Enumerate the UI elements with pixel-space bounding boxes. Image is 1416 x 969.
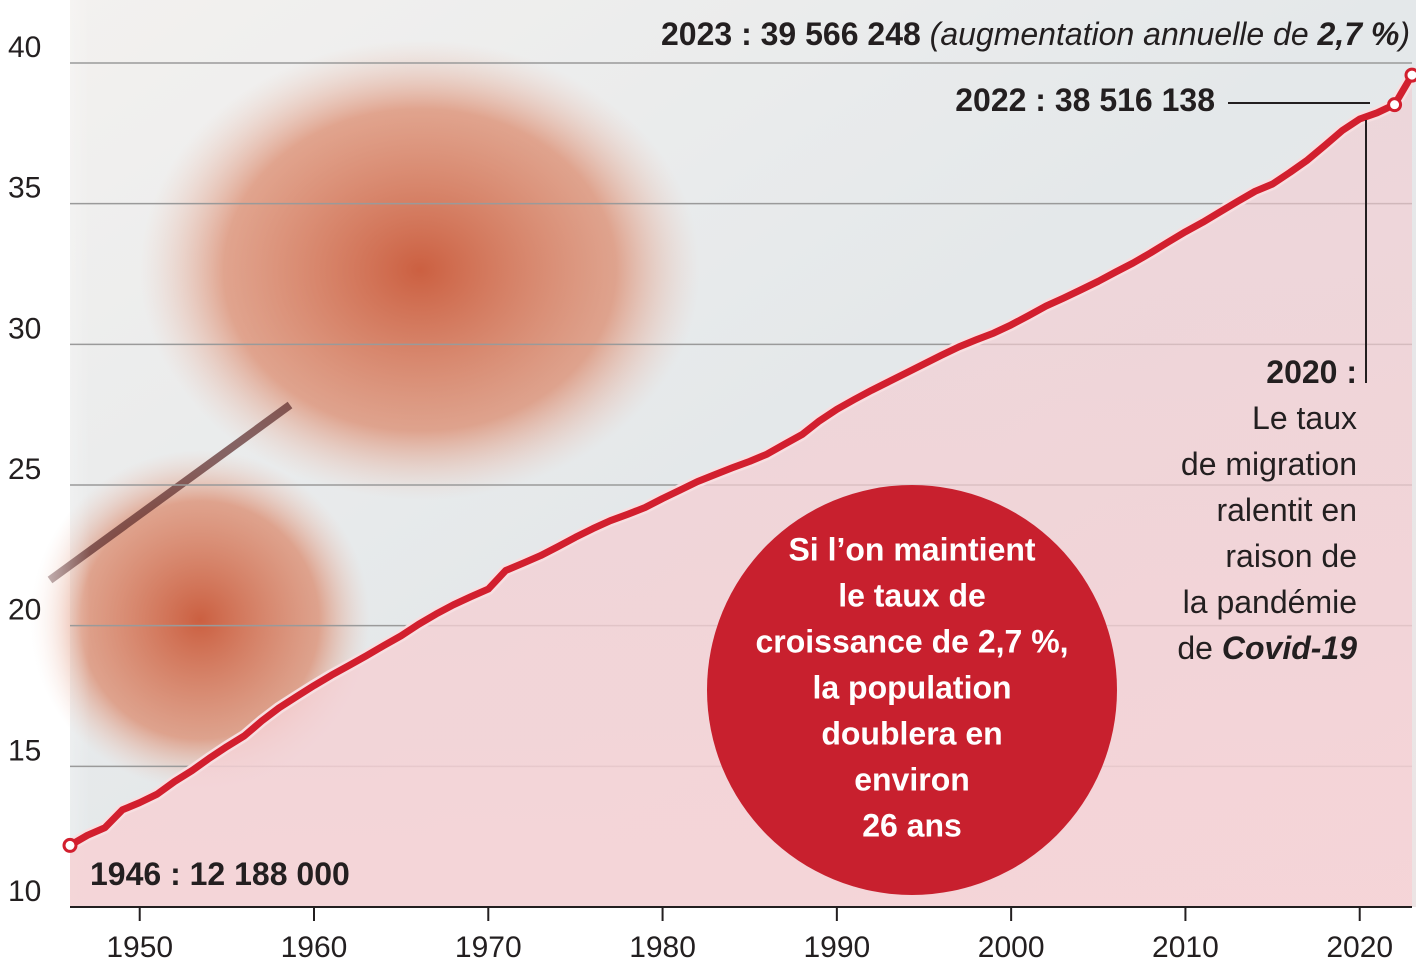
annotation-part: 1946 : 12 188 000 [90,856,350,892]
annotation: la pandémie [1183,584,1357,620]
annotation-part: ralentit en [1216,492,1357,528]
y-tick-label: 40 [8,31,41,64]
annotation-part: la pandémie [1183,584,1357,620]
callout-text: environ [854,761,970,797]
annotation-part: Le taux [1252,400,1357,436]
y-tick-label: 10 [8,875,41,908]
callout-text: 26 ans [862,807,962,843]
callout-text: le taux de [838,577,986,613]
annotation-part: 2023 : 39 566 248 [661,16,921,52]
y-tick-label: 30 [8,312,41,345]
x-tick-label: 1960 [281,931,348,964]
x-tick-label: 1970 [455,931,522,964]
y-tick-label: 35 [8,172,41,205]
annotation: Le taux [1252,400,1357,436]
annotation-part: raison de [1225,538,1357,574]
annotation-part: 2022 : 38 516 138 [955,82,1215,118]
annotation-part: Covid-19 [1222,630,1357,666]
annotation-part: (augmentation annuelle de [921,16,1318,52]
callout-text: Si l’on maintient [788,531,1035,567]
annotation-part: 2020 : [1266,354,1357,390]
y-tick-label: 20 [8,594,41,627]
annotation: 1946 : 12 188 000 [90,856,350,892]
annotation-part: de [1177,630,1221,666]
x-tick-label: 2000 [978,931,1045,964]
y-tick-label: 25 [8,453,41,486]
annotation: ralentit en [1216,492,1357,528]
y-tick-label: 15 [8,734,41,767]
annotation: de Covid-19 [1177,630,1357,666]
chart: 10 15 20 25 30 35 40 1950 1960 1970 1980 1990 2000 20… [0,0,1416,969]
annotation-part: 2,7 % [1317,16,1400,52]
x-tick-label: 2010 [1152,931,1219,964]
x-tick-label: 1950 [106,931,173,964]
point-marker [1406,69,1416,81]
annotation-part: de migration [1181,446,1357,482]
point-marker [64,839,76,851]
callout-text: croissance de 2,7 %, [755,623,1068,659]
annotation: 2020 : [1266,354,1357,390]
annotation: 2022 : 38 516 138 [955,82,1215,118]
callout-text: doublera en [821,715,1002,751]
callout-text: la population [812,669,1011,705]
annotation: raison de [1225,538,1357,574]
annotation: 2023 : 39 566 248 (augmentation annuelle… [661,16,1410,52]
x-tick-label: 1990 [803,931,870,964]
x-tick-label: 2020 [1326,931,1393,964]
x-tick-label: 1980 [629,931,696,964]
point-marker [1389,99,1401,111]
annotation: de migration [1181,446,1357,482]
